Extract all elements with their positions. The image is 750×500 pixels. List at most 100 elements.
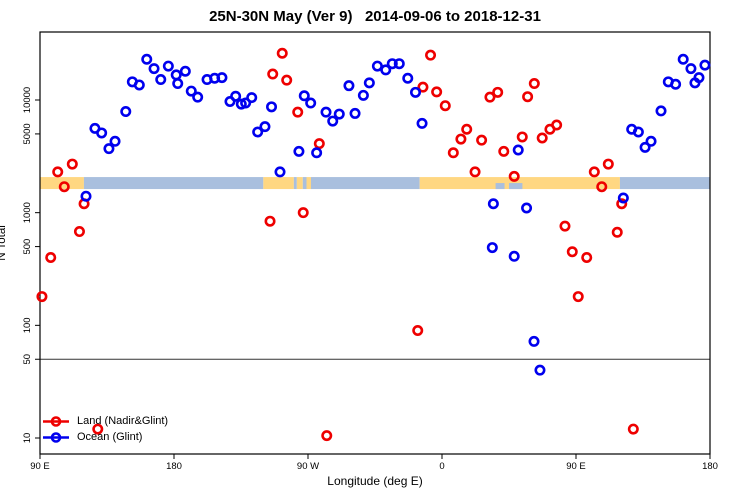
land-series-symbol-icon [43, 415, 69, 427]
legend-item-land: Land (Nadir&Glint) [42, 413, 168, 429]
data-point [264, 215, 276, 227]
data-point [416, 117, 428, 129]
data-point [417, 81, 429, 93]
y-tick-label: 1000 [22, 202, 33, 223]
data-point [120, 106, 132, 118]
data-point [461, 123, 473, 135]
data-point [581, 252, 593, 264]
data-point [357, 89, 369, 101]
coastline-segment-ocean [302, 177, 307, 190]
data-point [73, 226, 85, 238]
data-point [386, 58, 398, 70]
data-point [670, 78, 682, 90]
data-point [486, 242, 498, 254]
data-point [521, 202, 533, 214]
data-point [596, 181, 608, 193]
data-point [425, 49, 437, 61]
y-tick-label: 5000 [22, 123, 33, 144]
coastline-segment-land [263, 177, 294, 190]
data-point [311, 147, 323, 159]
x-tick-label: 90 E [30, 461, 50, 472]
data-point [80, 190, 92, 202]
data-point [103, 143, 115, 155]
data-point [185, 85, 197, 97]
data-point [148, 63, 160, 75]
y-tick-label: 500 [22, 239, 33, 255]
x-tick-label: 0 [439, 461, 444, 472]
data-point [363, 77, 375, 89]
legend-label-land: Land (Nadir&Glint) [77, 415, 169, 427]
data-point [508, 250, 520, 262]
data-point [528, 335, 540, 347]
data-point [179, 65, 191, 77]
data-point [155, 74, 167, 86]
data-point [192, 91, 204, 103]
data-point [685, 63, 697, 75]
data-point [439, 100, 451, 112]
data-point [627, 423, 639, 435]
data-point [266, 101, 278, 113]
data-point [412, 324, 424, 336]
coastline-segment-ocean [310, 177, 420, 190]
x-tick-label: 90 W [297, 461, 319, 472]
coastline-notch-ocean [509, 183, 523, 190]
data-point [276, 47, 288, 59]
data-point [455, 133, 467, 145]
data-point [281, 74, 293, 86]
data-point [409, 86, 421, 98]
data-point [645, 135, 657, 147]
data-point [611, 226, 623, 238]
chart-title: 25N-30N May (Ver 9) 2014-09-06 to 2018-1… [209, 8, 541, 25]
data-point [371, 60, 383, 72]
data-point [522, 91, 534, 103]
legend-label-ocean: Ocean (Glint) [77, 431, 143, 443]
data-point [170, 69, 182, 81]
x-tick-label: 180 [166, 461, 182, 472]
data-point [380, 64, 392, 76]
coastline-segment-ocean [83, 177, 264, 190]
data-point [240, 97, 252, 109]
data-point [45, 252, 57, 264]
coastline-notch-ocean [495, 183, 505, 190]
data-point [259, 121, 271, 133]
data-point [274, 166, 286, 178]
data-point [92, 423, 104, 435]
data-point [36, 291, 48, 303]
data-point [320, 106, 332, 118]
data-point [566, 246, 578, 258]
y-tick-label: 10 [22, 433, 33, 444]
data-point [216, 72, 228, 84]
data-point [677, 53, 689, 65]
data-point [528, 78, 540, 90]
x-tick-label: 180 [702, 461, 718, 472]
y-tick-label: 10000 [22, 87, 33, 113]
data-point [487, 198, 499, 210]
data-point [655, 105, 667, 117]
data-point [172, 78, 184, 90]
data-point [162, 60, 174, 72]
data-point [321, 430, 333, 442]
ocean-series [80, 53, 711, 376]
data-point [96, 127, 108, 139]
data-point [602, 158, 614, 170]
coastline-segment-ocean [619, 177, 710, 190]
legend: Land (Nadir&Glint) Ocean (Glint) [42, 413, 168, 445]
coastline-segment-land [296, 177, 303, 190]
data-point [516, 131, 528, 143]
data-point [534, 364, 546, 376]
data-point [544, 123, 556, 135]
data-point [484, 91, 496, 103]
data-point [492, 86, 504, 98]
data-point [133, 79, 145, 91]
data-point [536, 132, 548, 144]
coastline-segment-land [306, 177, 311, 190]
data-point [246, 92, 258, 104]
data-point [512, 144, 524, 156]
data-point [305, 97, 317, 109]
plot-border [39, 31, 711, 455]
data-point [66, 158, 78, 170]
data-point [297, 207, 309, 219]
data-point [588, 166, 600, 178]
data-point [508, 170, 520, 182]
